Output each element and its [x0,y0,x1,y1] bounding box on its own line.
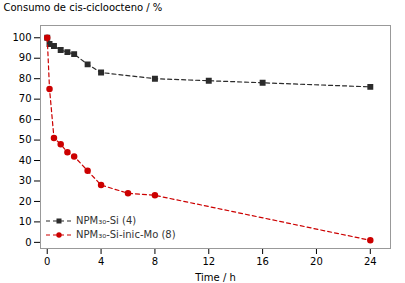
svg-text:0: 0 [25,237,31,248]
svg-text:20: 20 [310,256,323,267]
svg-text:60: 60 [19,114,32,125]
svg-text:10: 10 [19,216,32,227]
svg-text:30: 30 [19,175,32,186]
svg-text:80: 80 [19,73,32,84]
svg-text:4: 4 [98,256,104,267]
svg-text:8: 8 [152,256,158,267]
html-text:NPM₃₀-Si-inic-Mo (8): NPM₃₀-Si-inic-Mo (8) [76,229,176,240]
svg-text:Consumo de cis-cicloocteno / %: Consumo de cis-cicloocteno / % [4,2,163,13]
svg-text:90: 90 [19,52,32,63]
svg-text:20: 20 [19,196,32,207]
svg-text:16: 16 [256,256,269,267]
svg-text:12: 12 [202,256,215,267]
svg-text:0: 0 [44,256,50,267]
html-text:NPM₃₀-Si (4): NPM₃₀-Si (4) [76,215,137,226]
svg-text:24: 24 [364,256,377,267]
svg-text:100: 100 [12,32,31,43]
svg-text:40: 40 [19,155,32,166]
svg-text:70: 70 [19,93,32,104]
svg-text:50: 50 [19,134,32,145]
svg-text:Time / h: Time / h [194,272,236,283]
